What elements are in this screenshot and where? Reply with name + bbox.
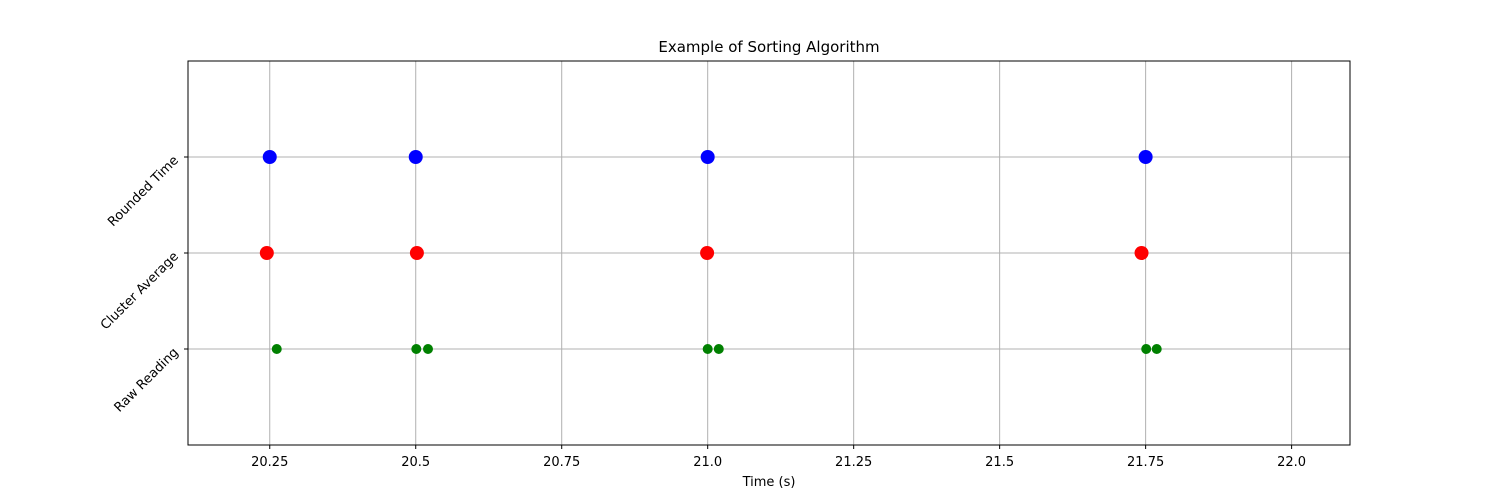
x-tick-label: 20.75 [543, 455, 580, 470]
data-point [262, 150, 277, 164]
data-point [702, 344, 713, 354]
data-point [422, 344, 433, 354]
data-point [411, 344, 422, 354]
data-point [1141, 344, 1152, 354]
x-tick-label: 20.25 [251, 455, 288, 470]
data-points [259, 150, 1162, 354]
data-point [1134, 246, 1149, 260]
data-point [700, 246, 715, 260]
x-tick-label: 21.75 [1127, 455, 1164, 470]
data-point [409, 246, 424, 260]
data-point [271, 344, 282, 354]
data-point [408, 150, 423, 164]
x-tick-label: 22.0 [1277, 455, 1306, 470]
data-point [1138, 150, 1153, 164]
chart-title: Example of Sorting Algorithm [658, 38, 879, 56]
x-tick-label: 21.25 [835, 455, 872, 470]
data-point [259, 246, 274, 260]
data-point [713, 344, 724, 354]
x-tick-label: 20.5 [401, 455, 430, 470]
x-axis-label: Time (s) [742, 475, 796, 490]
data-point [700, 150, 715, 164]
data-point [1151, 344, 1162, 354]
x-tick-label: 21.5 [985, 455, 1014, 470]
x-tick-label: 21.0 [693, 455, 722, 470]
